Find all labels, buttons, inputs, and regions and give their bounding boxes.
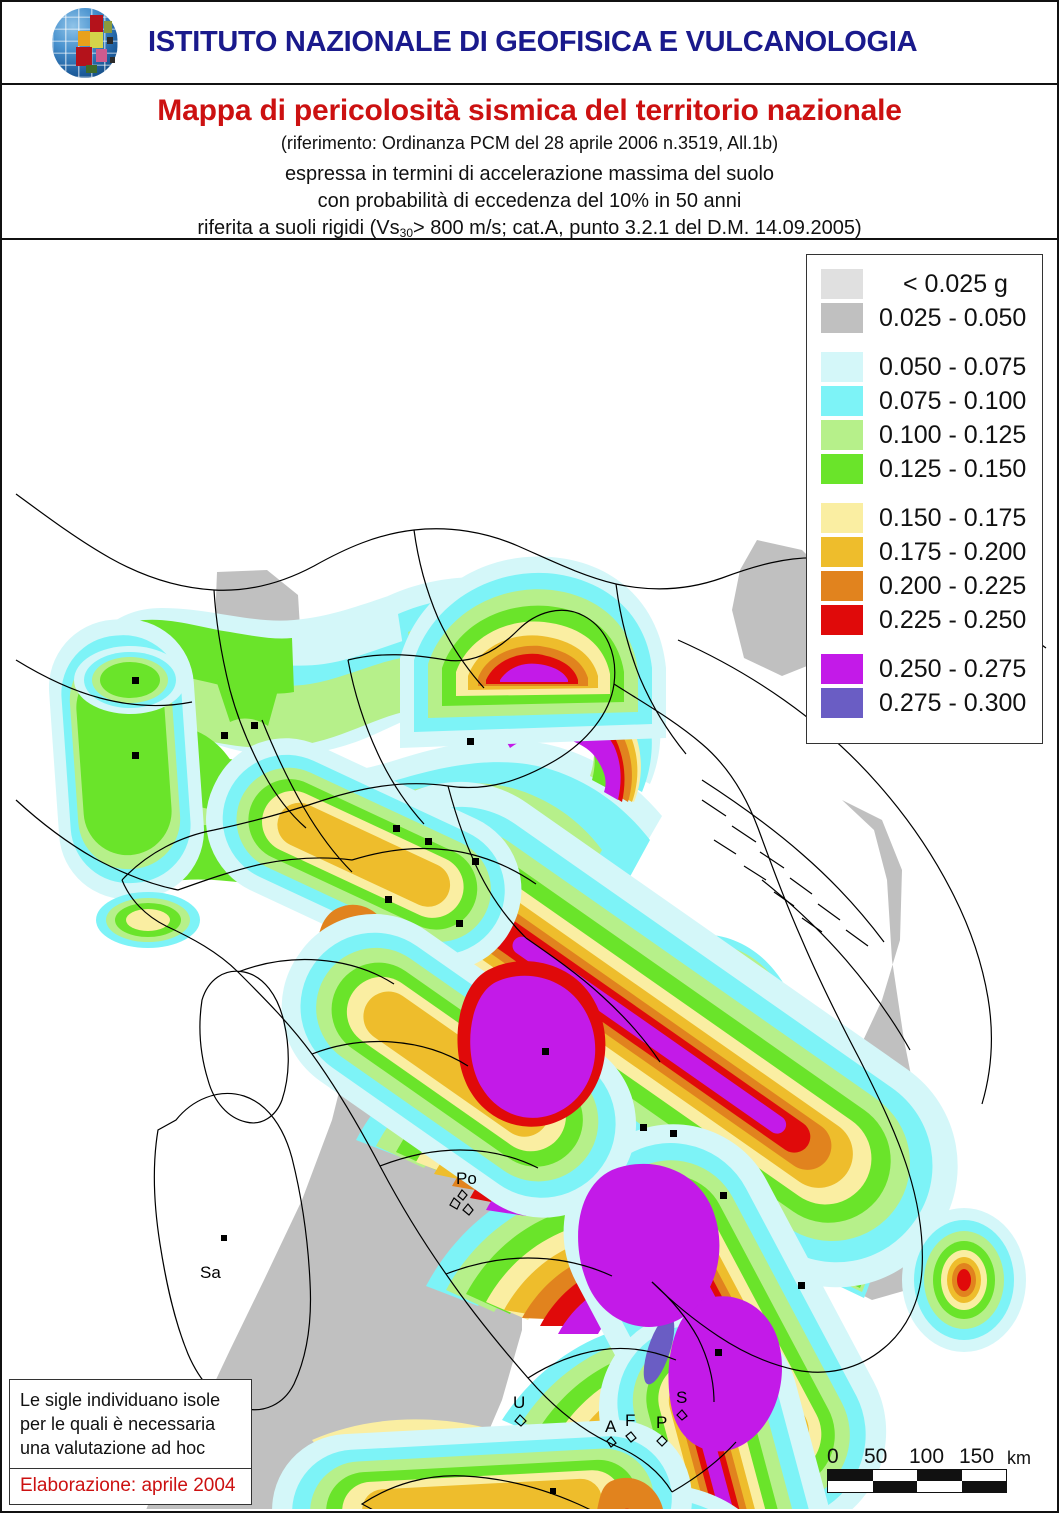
legend-gap-3 [821,637,1042,652]
description-line-3-pre: riferita a suoli rigidi (Vs [197,217,400,239]
scale-tick-100: 100 [909,1445,945,1468]
island-note-box: Le sigle individuano isole per le quali … [9,1379,252,1505]
island-note-text: Le sigle individuano isole per le quali … [10,1380,251,1469]
scale-bar-top-row [828,1470,1006,1481]
organization-title: ISTITUTO NAZIONALE DI GEOFISICA E VULCAN… [148,26,918,58]
legend-label-1: 0.025 - 0.050 [879,303,1027,332]
legend-swatch-6 [821,503,863,533]
scale-tick-150: 150 [959,1445,995,1468]
legend-swatch-7 [821,537,863,567]
island-label-a: A [605,1417,617,1436]
island-label-u: U [513,1393,525,1412]
legend-label-2: 0.050 - 0.075 [879,352,1027,381]
scale-unit: km [1007,1448,1031,1468]
legend-label-5: 0.125 - 0.150 [879,454,1027,483]
title-reference: (riferimento: Ordinanza PCM del 28 april… [280,133,779,153]
scale-bar-bottom-row [828,1481,1006,1492]
legend-swatch-0 [821,269,863,299]
legend-item-2: 0.050 - 0.075 [821,350,1042,384]
legend-label-4: 0.100 - 0.125 [879,420,1027,449]
vs30-subscript: 30 [399,226,414,240]
island-note-line-1: Le sigle individuano isole [20,1390,221,1410]
map-boundaries [15,493,1047,1509]
legend-swatch-8 [821,571,863,601]
legend-label-3: 0.075 - 0.100 [879,386,1027,415]
scale-tick-50: 50 [864,1445,888,1468]
legend-swatch-11 [821,688,863,718]
scale-tick-labels: 0 50 100 150 km [827,1445,1035,1469]
legend-item-5: 0.125 - 0.150 [821,452,1042,486]
legend-item-11: 0.275 - 0.300 [821,686,1042,720]
city-markers [132,677,805,1494]
elaboration-date: Elaborazione: aprile 2004 [20,1475,236,1496]
legend-item-0: < 0.025 g [821,267,1042,301]
hazard-map-svg: Po Sa U A F P S Pa Pe [15,493,1047,1509]
legend-swatch-1 [821,303,863,333]
legend-gap-2 [821,486,1042,501]
island-labels: Po Sa U A F P S Pa Pe [200,1169,687,1436]
legend-swatch-4 [821,420,863,450]
logo-blocks-icon [76,11,124,73]
description-line-3-post: > 800 m/s; cat.A, punto 3.2.1 del D.M. 1… [413,217,862,239]
legend-item-1: 0.025 - 0.050 [821,301,1042,335]
hazard-legend[interactable]: < 0.025 g 0.025 - 0.050 0.050 - 0.075 0.… [806,254,1043,744]
page-header: ISTITUTO NAZIONALE DI GEOFISICA E VULCAN… [2,2,1057,85]
legend-gap-1 [821,335,1042,350]
legend-label-7: 0.175 - 0.200 [879,537,1027,566]
scale-bar-graphic [827,1469,1007,1493]
legend-item-9: 0.225 - 0.250 [821,603,1042,637]
legend-label-6: 0.150 - 0.175 [879,503,1027,532]
hazard-painted-arcs [48,556,1026,1509]
legend-swatch-5 [821,454,863,484]
legend-label-8: 0.200 - 0.225 [879,571,1027,600]
legend-swatch-10 [821,654,863,684]
legend-label-10: 0.250 - 0.275 [879,654,1027,683]
legend-label-0: < 0.025 g [903,269,1008,298]
island-label-p: P [656,1413,667,1432]
description-line-3: riferita a suoli rigidi (Vs30> 800 m/s; … [2,215,1057,244]
legend-swatch-3 [821,386,863,416]
description-line-2: con probabilità di eccedenza del 10% in … [317,190,742,212]
island-note-line-3: una valutazione ad hoc [20,1438,206,1458]
island-label-po: Po [456,1169,477,1188]
scale-tick-0: 0 [827,1445,839,1468]
legend-item-10: 0.250 - 0.275 [821,652,1042,686]
legend-item-8: 0.200 - 0.225 [821,569,1042,603]
ingv-globe-logo-icon [50,5,126,81]
title-block: Mappa di pericolosità sismica del territ… [2,85,1057,240]
island-label-s: S [676,1388,687,1407]
legend-swatch-9 [821,605,863,635]
hazard-map[interactable]: Po Sa U A F P S Pa Pe < 0.025 g 0.025 - … [2,240,1057,1509]
legend-item-6: 0.150 - 0.175 [821,501,1042,535]
legend-swatch-2 [821,352,863,382]
island-label-f: F [625,1411,635,1430]
island-note-line-2: per le quali è necessaria [20,1414,216,1434]
legend-item-7: 0.175 - 0.200 [821,535,1042,569]
map-scale-bar: 0 50 100 150 km [827,1445,1035,1493]
legend-label-11: 0.275 - 0.300 [879,688,1027,717]
legend-item-3: 0.075 - 0.100 [821,384,1042,418]
title-description: espressa in termini di accelerazione mas… [2,161,1057,244]
legend-item-4: 0.100 - 0.125 [821,418,1042,452]
legend-label-9: 0.225 - 0.250 [879,605,1027,634]
island-label-sa: Sa [200,1263,221,1282]
page-title: Mappa di pericolosità sismica del territ… [157,94,902,127]
description-line-1: espressa in termini di accelerazione mas… [284,163,775,185]
